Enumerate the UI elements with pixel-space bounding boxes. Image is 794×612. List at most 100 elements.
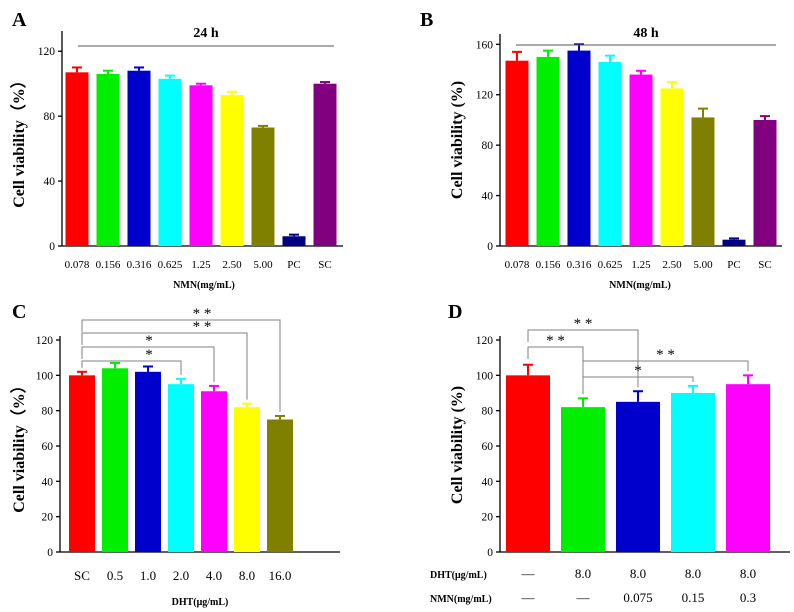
table-row-label: NMN(mg/mL) [430,594,492,605]
y-tick-label: 80 [44,111,56,123]
y-tick-label: 40 [482,191,494,203]
significance-label: * [634,363,642,379]
bar [282,236,306,246]
significance-label: * * [193,319,212,335]
x-tick-label: 2.50 [222,259,242,271]
y-axis-label: Cell viability (%) [449,81,466,199]
bar [598,61,622,247]
x-tick-label: 0.078 [65,259,90,271]
y-tick-label: 80 [42,406,54,418]
significance-bracket [81,360,182,375]
y-tick-label: 20 [482,512,494,524]
bar [726,384,770,552]
y-tick-label: 80 [482,406,494,418]
chart-title: 24 h [193,26,219,41]
y-tick-label: 80 [482,140,494,152]
y-tick-label: 120 [38,46,56,58]
bar [189,85,213,246]
x-tick-label: 0.625 [598,259,623,271]
bar [158,78,182,246]
significance-bracket [81,319,281,412]
x-tick-label: PC [727,259,740,271]
bar [671,393,715,552]
y-tick-label: 60 [482,441,494,453]
significance-bracket [582,376,694,389]
x-tick-label: 0.156 [536,259,561,271]
x-tick-label: 4.0 [206,568,222,583]
y-tick-label: 100 [36,370,54,382]
y-axis-label: Cell viability（%） [10,377,28,513]
significance-label: * * [574,316,593,332]
y-tick-label: 0 [487,241,493,253]
y-tick-label: 120 [476,90,494,102]
table-cell: 0.3 [740,590,756,605]
significance-bracket [527,329,639,388]
y-tick-label: 0 [49,241,55,253]
significance-label: * * [656,347,675,363]
table-cell: 8.0 [685,566,701,581]
y-tick-label: 0 [47,547,53,559]
x-axis-label: DHT(μg/mL) [172,597,229,608]
y-tick-label: 0 [487,547,493,559]
bar [220,95,244,246]
bar [505,60,529,246]
bar [135,371,161,552]
y-tick-label: 40 [44,176,56,188]
panel-label: A [12,9,27,31]
panel-label: C [12,301,26,323]
table-cell: — [576,590,591,605]
bar [201,391,227,552]
bar [567,50,591,246]
bar [660,88,684,246]
x-tick-label: 5.00 [693,259,713,271]
y-tick-label: 160 [476,39,494,51]
x-tick-label: SC [318,259,331,271]
x-tick-label: 0.316 [567,259,592,271]
x-tick-label: 0.316 [127,259,152,271]
bar [251,127,275,246]
table-cell: — [521,590,536,605]
bar [506,375,550,552]
x-tick-label: SC [74,568,90,583]
bar [722,239,746,246]
table-cell: 8.0 [740,566,756,581]
x-tick-label: 0.625 [158,259,183,271]
x-tick-label: 5.00 [253,259,273,271]
panel-d: D 0 20 40 60 80 100 120 Cell viability (%) * * * *… [430,301,790,605]
bar [536,56,560,247]
significance-bracket [81,346,215,382]
bar [234,407,260,552]
x-tick-label: 16.0 [269,568,292,583]
bar [629,74,653,246]
y-tick-label: 120 [36,335,54,347]
x-tick-label: 1.0 [140,568,156,583]
y-axis-label: Cell viability (%) [449,386,466,504]
bar [102,368,128,552]
x-tick-label: 8.0 [239,568,255,583]
table-cell: 8.0 [575,566,591,581]
table-cell: 8.0 [630,566,646,581]
bar [267,419,293,552]
panel-label: D [448,301,462,323]
bar [753,119,777,246]
bar [313,83,337,246]
y-tick-label: 20 [42,512,54,524]
y-tick-label: 120 [476,335,494,347]
panel-label: B [420,9,433,31]
significance-bracket [582,360,749,373]
x-tick-label: 2.50 [662,259,682,271]
panel-b: B 0 40 80 120 160 Cell viability (%) 0.078 0.156… [420,9,782,291]
bar [69,375,95,552]
table-cell: 0.15 [682,590,705,605]
x-tick-label: 0.156 [96,259,121,271]
x-axis-label: NMN(mg/mL) [609,280,671,291]
x-tick-label: 1.25 [631,259,651,271]
significance-label: * [145,347,153,363]
x-axis-label: NMN(mg/mL) [173,280,235,291]
table-cell: — [521,566,536,581]
significance-label: * * [193,306,212,322]
y-axis-label: Cell viability（%） [10,72,28,208]
bar [127,70,151,246]
x-tick-label: SC [758,259,771,271]
